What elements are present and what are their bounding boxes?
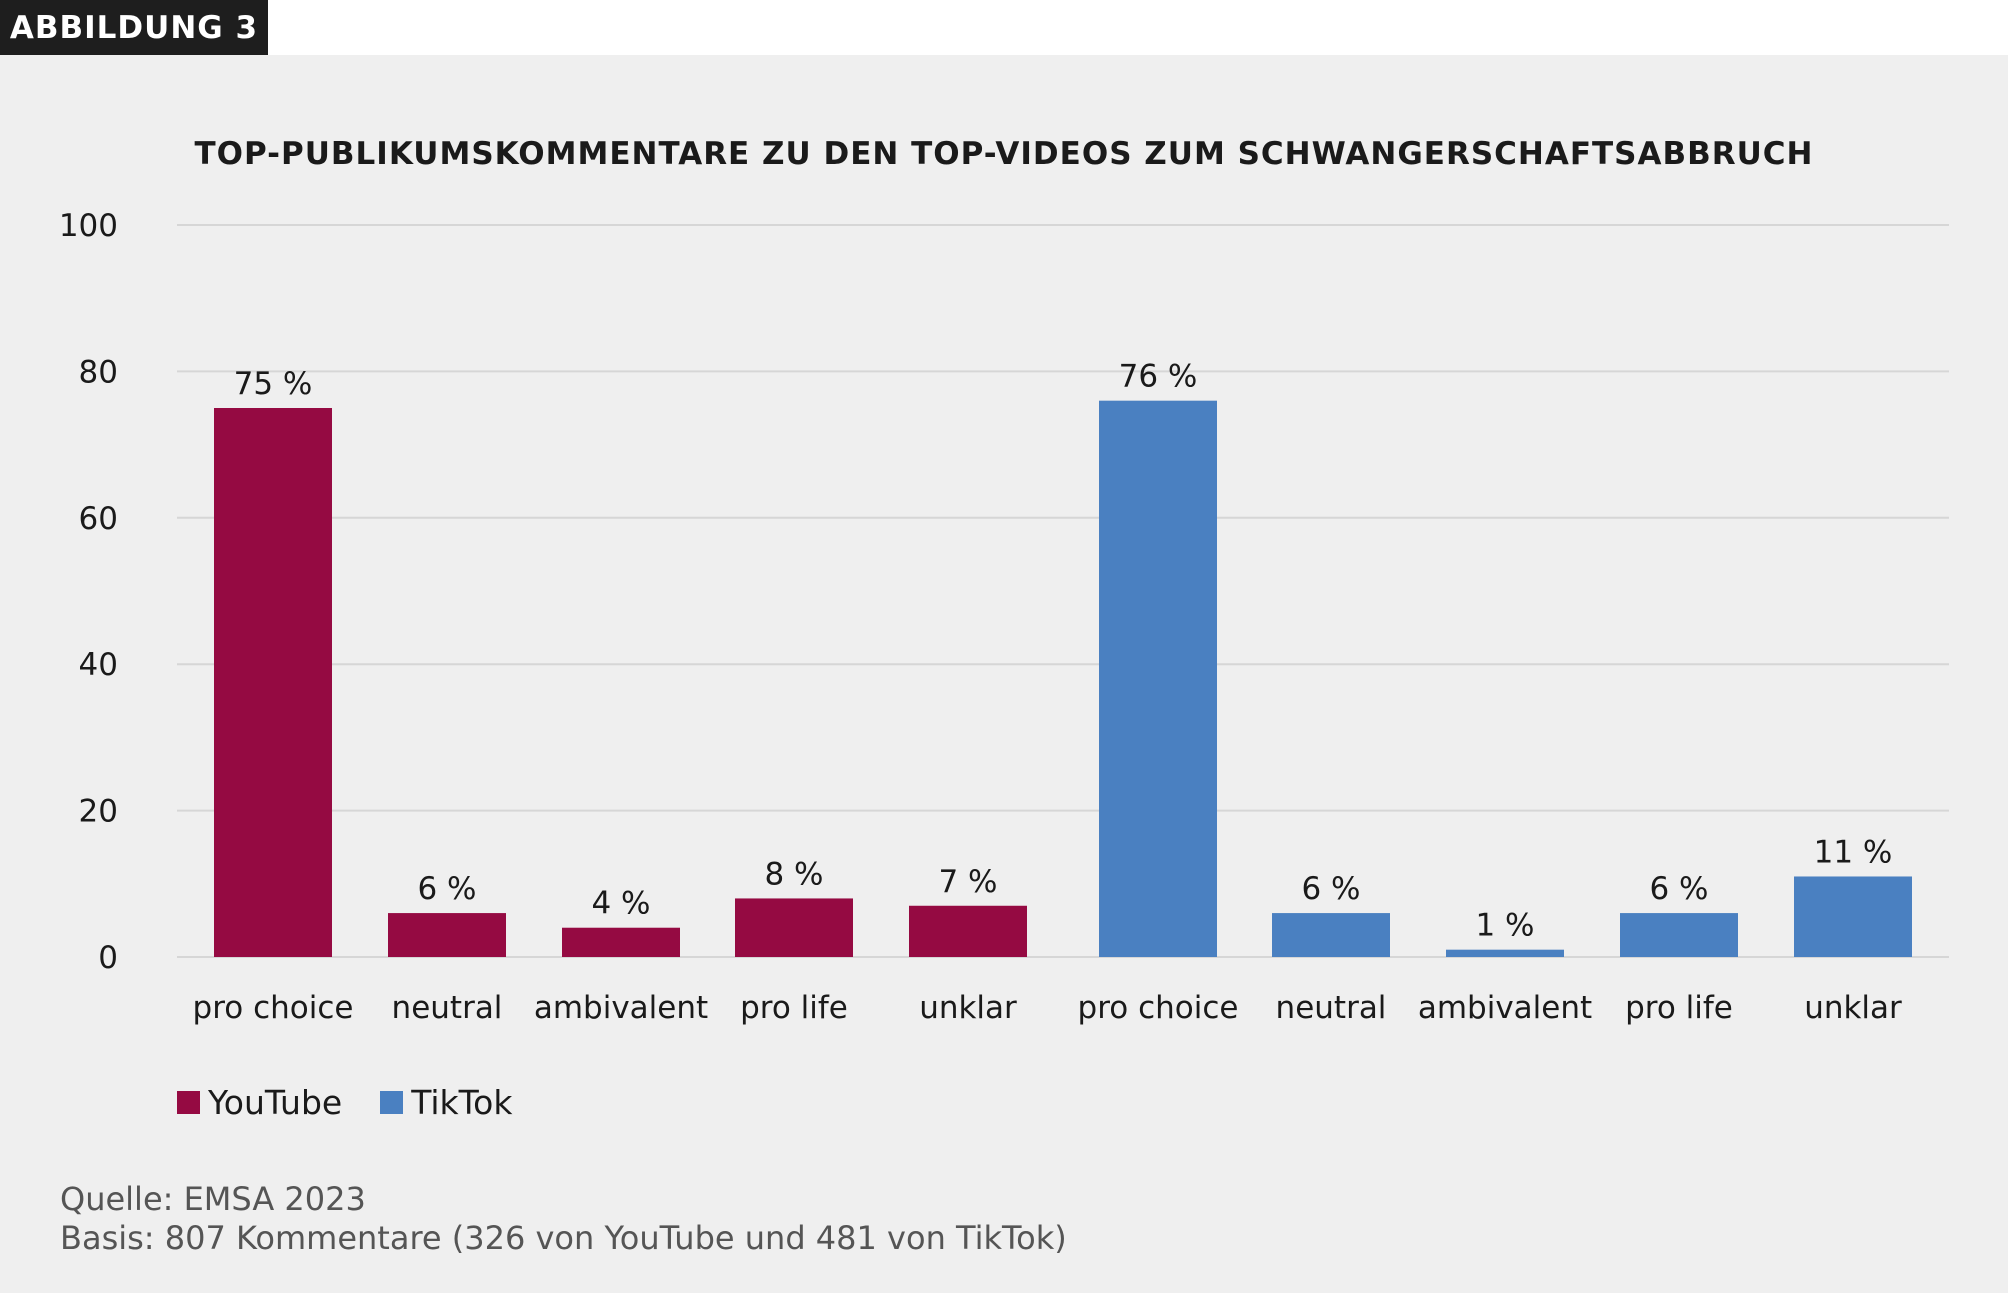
basis-note: Basis: 807 Kommentare (326 von YouTube u… xyxy=(60,1219,1067,1257)
y-tick-label: 0 xyxy=(98,940,118,976)
legend-item-youtube: YouTube xyxy=(177,1083,342,1122)
data-label: 6 % xyxy=(1649,871,1708,907)
bar-tiktok xyxy=(1446,949,1564,957)
bar-youtube xyxy=(562,927,680,957)
legend-item-tiktok: TikTok xyxy=(380,1083,512,1122)
y-tick-label: 100 xyxy=(59,208,118,244)
data-label: 6 % xyxy=(1301,871,1360,907)
bar-youtube xyxy=(214,408,332,957)
data-label: 1 % xyxy=(1475,908,1534,944)
legend-label-youtube: YouTube xyxy=(208,1083,343,1122)
legend-swatch-tiktok xyxy=(380,1091,404,1114)
x-tick-label: ambivalent xyxy=(534,990,708,1026)
bar-youtube xyxy=(388,913,506,957)
data-label: 4 % xyxy=(591,886,650,922)
x-tick-label: unklar xyxy=(1804,990,1902,1026)
x-tick-label: ambivalent xyxy=(1418,990,1592,1026)
bar-tiktok xyxy=(1272,913,1390,957)
x-tick-label: neutral xyxy=(1276,990,1387,1026)
data-label: 8 % xyxy=(764,856,823,892)
bar-tiktok xyxy=(1620,913,1738,957)
x-tick-label: unklar xyxy=(919,990,1017,1026)
bar-tiktok xyxy=(1794,876,1912,957)
x-tick-label: neutral xyxy=(392,990,503,1026)
data-label: 6 % xyxy=(417,871,476,907)
y-tick-label: 20 xyxy=(79,794,118,830)
data-label: 75 % xyxy=(234,366,313,402)
y-tick-label: 80 xyxy=(79,354,118,390)
legend-label-tiktok: TikTok xyxy=(411,1083,513,1122)
legend: YouTube TikTok xyxy=(177,1083,550,1122)
x-tick-label: pro life xyxy=(740,990,848,1026)
source-note: Quelle: EMSA 2023 xyxy=(60,1180,366,1218)
x-tick-label: pro life xyxy=(1625,990,1733,1026)
data-label: 76 % xyxy=(1119,359,1198,395)
x-tick-label: pro choice xyxy=(1078,990,1239,1026)
data-label: 7 % xyxy=(938,864,997,900)
y-tick-label: 60 xyxy=(79,501,118,537)
data-label: 11 % xyxy=(1814,834,1893,870)
bar-youtube xyxy=(735,898,853,957)
x-tick-label: pro choice xyxy=(193,990,354,1026)
top-strip xyxy=(0,0,2008,55)
bar-tiktok xyxy=(1099,400,1217,957)
chart-title: TOP-PUBLIKUMSKOMMENTARE ZU DEN TOP-VIDEO… xyxy=(194,136,1814,172)
bar-youtube xyxy=(909,905,1027,957)
y-tick-label: 40 xyxy=(79,647,118,683)
legend-swatch-youtube xyxy=(177,1091,200,1114)
figure-badge: ABBILDUNG 3 xyxy=(0,0,268,55)
